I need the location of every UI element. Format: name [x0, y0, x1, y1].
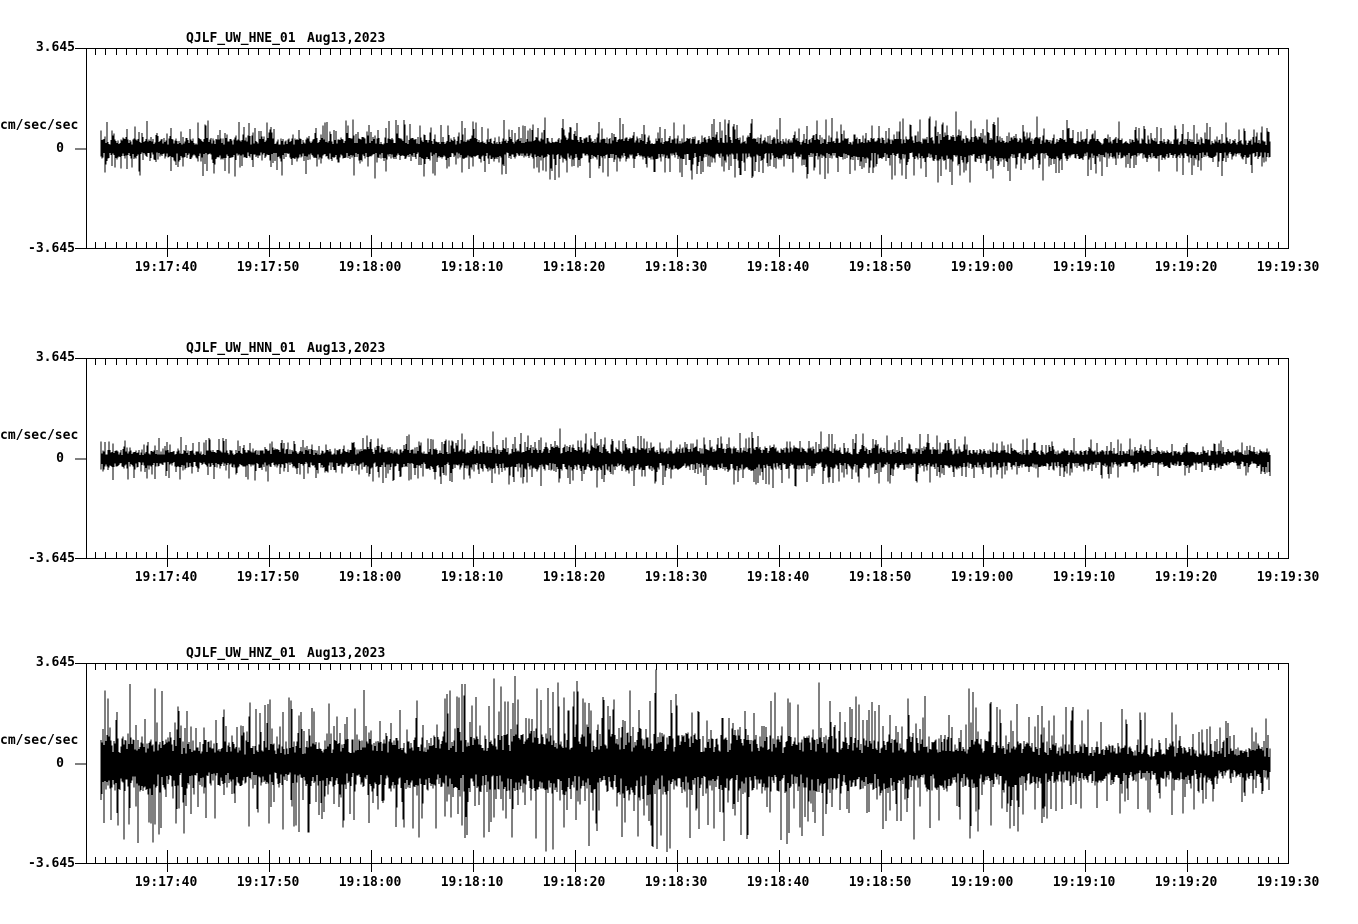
- time-tick-label: 19:19:10: [1052, 570, 1116, 585]
- time-tick-label: 19:19:10: [1052, 260, 1116, 275]
- y-axis-units-label: cm/sec/sec: [0, 733, 79, 748]
- time-tick-label: 19:19:30: [1256, 570, 1320, 585]
- y-axis-min-label: -3.645: [28, 241, 75, 256]
- panel-station-label: QJLF_UW_HNE_01: [186, 31, 296, 46]
- y-axis-units-label: cm/sec/sec: [0, 118, 79, 133]
- time-tick-label: 19:19:00: [950, 875, 1014, 890]
- time-tick-label: 19:19:00: [950, 570, 1014, 585]
- seismogram-trace-svg: [75, 358, 1289, 567]
- time-tick-label: 19:18:30: [644, 570, 708, 585]
- panel-date-label: Aug13,2023: [307, 31, 386, 46]
- time-tick-label: 19:18:40: [746, 570, 810, 585]
- seismogram-trace-svg: [75, 48, 1289, 257]
- time-tick-label: 19:18:50: [848, 260, 912, 275]
- y-axis-max-label: 3.645: [35, 350, 75, 365]
- time-tick-label: 19:18:10: [440, 260, 504, 275]
- time-tick-label: 19:18:40: [746, 260, 810, 275]
- time-tick-label: 19:17:50: [236, 260, 300, 275]
- time-tick-label: 19:18:30: [644, 260, 708, 275]
- time-tick-label: 19:19:10: [1052, 875, 1116, 890]
- seismogram-trace-svg: [75, 663, 1289, 872]
- y-axis-min-label: -3.645: [28, 856, 75, 871]
- time-tick-label: 19:17:40: [134, 570, 198, 585]
- time-tick-label: 19:18:20: [542, 570, 606, 585]
- time-tick-label: 19:19:20: [1154, 260, 1218, 275]
- time-tick-label: 19:19:20: [1154, 570, 1218, 585]
- time-tick-label: 19:18:30: [644, 875, 708, 890]
- y-axis-units-label: cm/sec/sec: [0, 428, 79, 443]
- time-tick-label: 19:18:20: [542, 875, 606, 890]
- y-axis-zero-label: 0: [56, 141, 64, 156]
- time-tick-label: 19:18:00: [338, 260, 402, 275]
- time-tick-label: 19:18:40: [746, 875, 810, 890]
- y-axis-zero-label: 0: [56, 756, 64, 771]
- seismogram-panel-hnz: QJLF_UW_HNZ_01 Aug13,2023 3.645 cm/sec/s…: [0, 647, 1358, 890]
- time-tick-label: 19:17:40: [134, 260, 198, 275]
- time-tick-label: 19:19:20: [1154, 875, 1218, 890]
- time-tick-label: 19:18:20: [542, 260, 606, 275]
- time-tick-label: 19:19:30: [1256, 875, 1320, 890]
- time-tick-label: 19:19:00: [950, 260, 1014, 275]
- y-axis-max-label: 3.645: [35, 655, 75, 670]
- seismogram-panel-hnn: QJLF_UW_HNN_01 Aug13,2023 3.645 cm/sec/s…: [0, 342, 1358, 585]
- seismogram-panel-hne: QJLF_UW_HNE_01 Aug13,2023 3.645 cm/sec/s…: [0, 32, 1358, 275]
- time-tick-label: 19:19:30: [1256, 260, 1320, 275]
- time-tick-label: 19:18:50: [848, 875, 912, 890]
- time-tick-label: 19:18:00: [338, 875, 402, 890]
- time-tick-label: 19:17:50: [236, 875, 300, 890]
- time-tick-label: 19:17:50: [236, 570, 300, 585]
- time-tick-label: 19:18:00: [338, 570, 402, 585]
- panel-station-label: QJLF_UW_HNZ_01: [186, 646, 296, 661]
- y-axis-min-label: -3.645: [28, 551, 75, 566]
- panel-station-label: QJLF_UW_HNN_01: [186, 341, 296, 356]
- time-tick-label: 19:18:10: [440, 875, 504, 890]
- time-tick-label: 19:18:50: [848, 570, 912, 585]
- time-tick-label: 19:17:40: [134, 875, 198, 890]
- time-tick-label: 19:18:10: [440, 570, 504, 585]
- panel-date-label: Aug13,2023: [307, 646, 386, 661]
- panel-date-label: Aug13,2023: [307, 341, 386, 356]
- y-axis-zero-label: 0: [56, 451, 64, 466]
- y-axis-max-label: 3.645: [35, 40, 75, 55]
